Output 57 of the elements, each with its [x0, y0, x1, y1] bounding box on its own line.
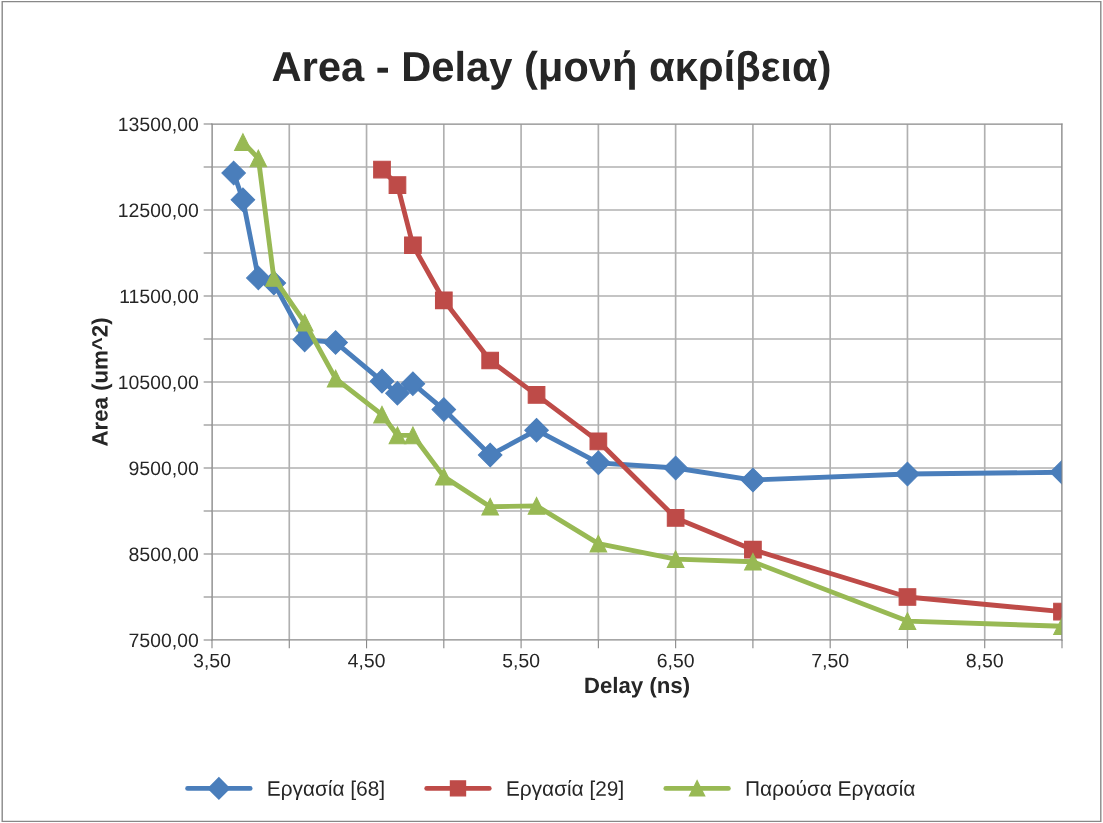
point: [221, 160, 246, 186]
legend-label: Εργασία [29]: [507, 779, 623, 801]
point: [898, 588, 917, 606]
x-axis-title: Delay (ns): [585, 676, 689, 698]
point: [388, 426, 407, 445]
point: [527, 386, 546, 404]
point: [369, 368, 395, 394]
point: [234, 133, 252, 151]
point: [404, 236, 422, 255]
point: [663, 455, 688, 481]
y-tick-label: 13500,00: [119, 117, 199, 134]
legend-label: Παρούσα Εργασία: [746, 779, 915, 801]
x-tick-label: 7,50: [812, 653, 849, 670]
point: [388, 176, 407, 194]
y-tick-label: 8500,00: [129, 547, 199, 564]
point: [404, 426, 422, 445]
point: [431, 397, 457, 422]
y-tick-label: 10500,00: [119, 375, 199, 392]
y-tick-label: 12500,00: [119, 203, 199, 220]
x-tick-label: 5,50: [502, 653, 540, 670]
point: [666, 550, 685, 569]
point: [666, 509, 685, 527]
point: [230, 187, 256, 212]
x-tick-label: 3,50: [193, 653, 231, 670]
point: [249, 149, 268, 168]
point: [373, 405, 391, 424]
point: [744, 552, 762, 571]
y-tick-label: 7500,00: [129, 633, 199, 650]
point: [477, 442, 503, 468]
point: [385, 380, 410, 406]
point: [898, 612, 917, 630]
point: [400, 371, 426, 397]
point: [740, 467, 766, 493]
point: [527, 496, 546, 515]
point: [744, 540, 762, 559]
point: [326, 369, 345, 388]
x-tick-label: 6,50: [657, 653, 694, 670]
point: [895, 461, 920, 487]
point: [246, 265, 271, 291]
chart-title: Area - Delay (μονή ακρίβεια): [272, 50, 830, 90]
point: [589, 432, 608, 451]
point: [586, 450, 611, 476]
legend-label: Εργασία [68]: [268, 779, 384, 801]
point: [434, 467, 453, 486]
point: [373, 160, 391, 179]
y-axis-title: Area (um^2): [91, 318, 113, 446]
point: [481, 497, 500, 516]
y-tick-label: 9500,00: [129, 461, 199, 478]
point: [524, 417, 549, 443]
x-tick-label: 8,50: [966, 653, 1003, 670]
x-tick-label: 4,50: [348, 653, 385, 670]
point: [323, 330, 348, 355]
point: [434, 291, 453, 310]
point: [481, 351, 500, 370]
point: [295, 313, 314, 332]
point: [589, 534, 608, 553]
y-tick-label: 11500,00: [120, 289, 199, 306]
